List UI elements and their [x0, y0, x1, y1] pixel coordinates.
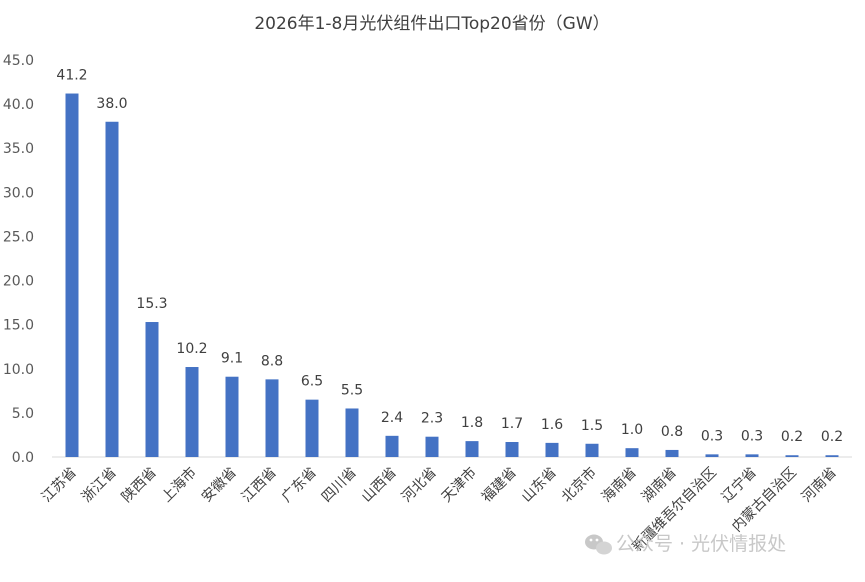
y-tick-label: 15.0 — [3, 318, 34, 334]
data-label: 1.5 — [581, 418, 603, 434]
category-label: 上海市 — [158, 464, 200, 506]
data-label: 1.6 — [541, 417, 563, 433]
category-label: 江西省 — [239, 465, 280, 506]
data-label: 5.5 — [341, 382, 363, 398]
y-tick-label: 40.0 — [3, 97, 34, 113]
data-label: 8.8 — [261, 353, 283, 369]
data-label: 41.2 — [56, 68, 87, 84]
data-label: 2.4 — [381, 410, 403, 426]
bar — [225, 376, 239, 457]
data-label: 1.7 — [501, 416, 523, 432]
category-label: 江苏省 — [39, 465, 80, 506]
data-label: 10.2 — [176, 341, 207, 357]
bar — [265, 379, 279, 457]
y-axis-ticks: 0.0 5.0 10.0 15.0 20.0 25.0 30.0 35.0 40.0 45.0 — [3, 53, 34, 466]
data-label: 15.3 — [136, 296, 167, 312]
category-label: 安徽省 — [199, 465, 240, 506]
bar — [545, 442, 559, 457]
bar — [305, 399, 319, 457]
bar — [825, 455, 839, 457]
data-label: 0.2 — [821, 429, 843, 445]
y-tick-label: 0.0 — [12, 450, 34, 466]
data-label: 38.0 — [96, 96, 127, 112]
data-label: 0.2 — [781, 429, 803, 445]
bar — [785, 455, 799, 457]
category-label: 河北省 — [399, 465, 440, 506]
watermark: 公众号 · 光伏情报处 — [585, 533, 786, 555]
y-tick-label: 30.0 — [3, 185, 34, 201]
y-tick-label: 20.0 — [3, 274, 34, 290]
category-label: 海南省 — [599, 465, 640, 506]
y-tick-label: 25.0 — [3, 229, 34, 245]
wechat-icon — [585, 534, 612, 555]
category-label: 陕西省 — [119, 465, 160, 506]
y-tick-label: 35.0 — [3, 141, 34, 157]
category-label: 山东省 — [519, 465, 560, 506]
bar — [585, 443, 599, 457]
bar — [665, 449, 679, 457]
category-label: 山西省 — [359, 465, 400, 506]
data-label: 9.1 — [221, 351, 243, 367]
y-tick-label: 45.0 — [3, 53, 34, 69]
data-label: 0.3 — [741, 428, 763, 444]
category-label: 河南省 — [799, 465, 840, 506]
data-labels: 41.2 38.0 15.3 10.2 9.1 8.8 6.5 5.5 2.4 2.3 1.8 1.7… — [56, 68, 843, 446]
category-label: 北京市 — [558, 464, 600, 506]
category-label: 广东省 — [279, 465, 320, 506]
bar — [385, 435, 399, 457]
category-label: 福建省 — [479, 465, 520, 506]
bar — [465, 441, 479, 457]
category-label: 天津市 — [438, 464, 480, 506]
bar — [185, 367, 199, 457]
category-label: 浙江省 — [79, 465, 120, 506]
category-label: 四川省 — [319, 465, 360, 506]
bar — [65, 93, 79, 457]
bar — [145, 322, 159, 457]
bar — [105, 121, 119, 457]
data-label: 1.0 — [621, 422, 643, 438]
watermark-text: 公众号 · 光伏情报处 — [616, 533, 786, 555]
bar — [425, 436, 439, 457]
chart-title: 2026年1-8月光伏组件出口Top20省份（GW） — [254, 14, 609, 34]
y-tick-label: 5.0 — [12, 406, 34, 422]
data-label: 0.3 — [701, 428, 723, 444]
data-label: 6.5 — [301, 374, 323, 390]
data-label: 1.8 — [461, 415, 483, 431]
data-label: 0.8 — [661, 424, 683, 440]
bars — [65, 93, 839, 457]
bar — [505, 442, 519, 457]
bar — [745, 454, 759, 457]
bar — [345, 408, 359, 457]
y-tick-label: 10.0 — [3, 362, 34, 378]
data-label: 2.3 — [421, 411, 443, 427]
bar — [625, 448, 639, 457]
bar — [705, 454, 719, 457]
